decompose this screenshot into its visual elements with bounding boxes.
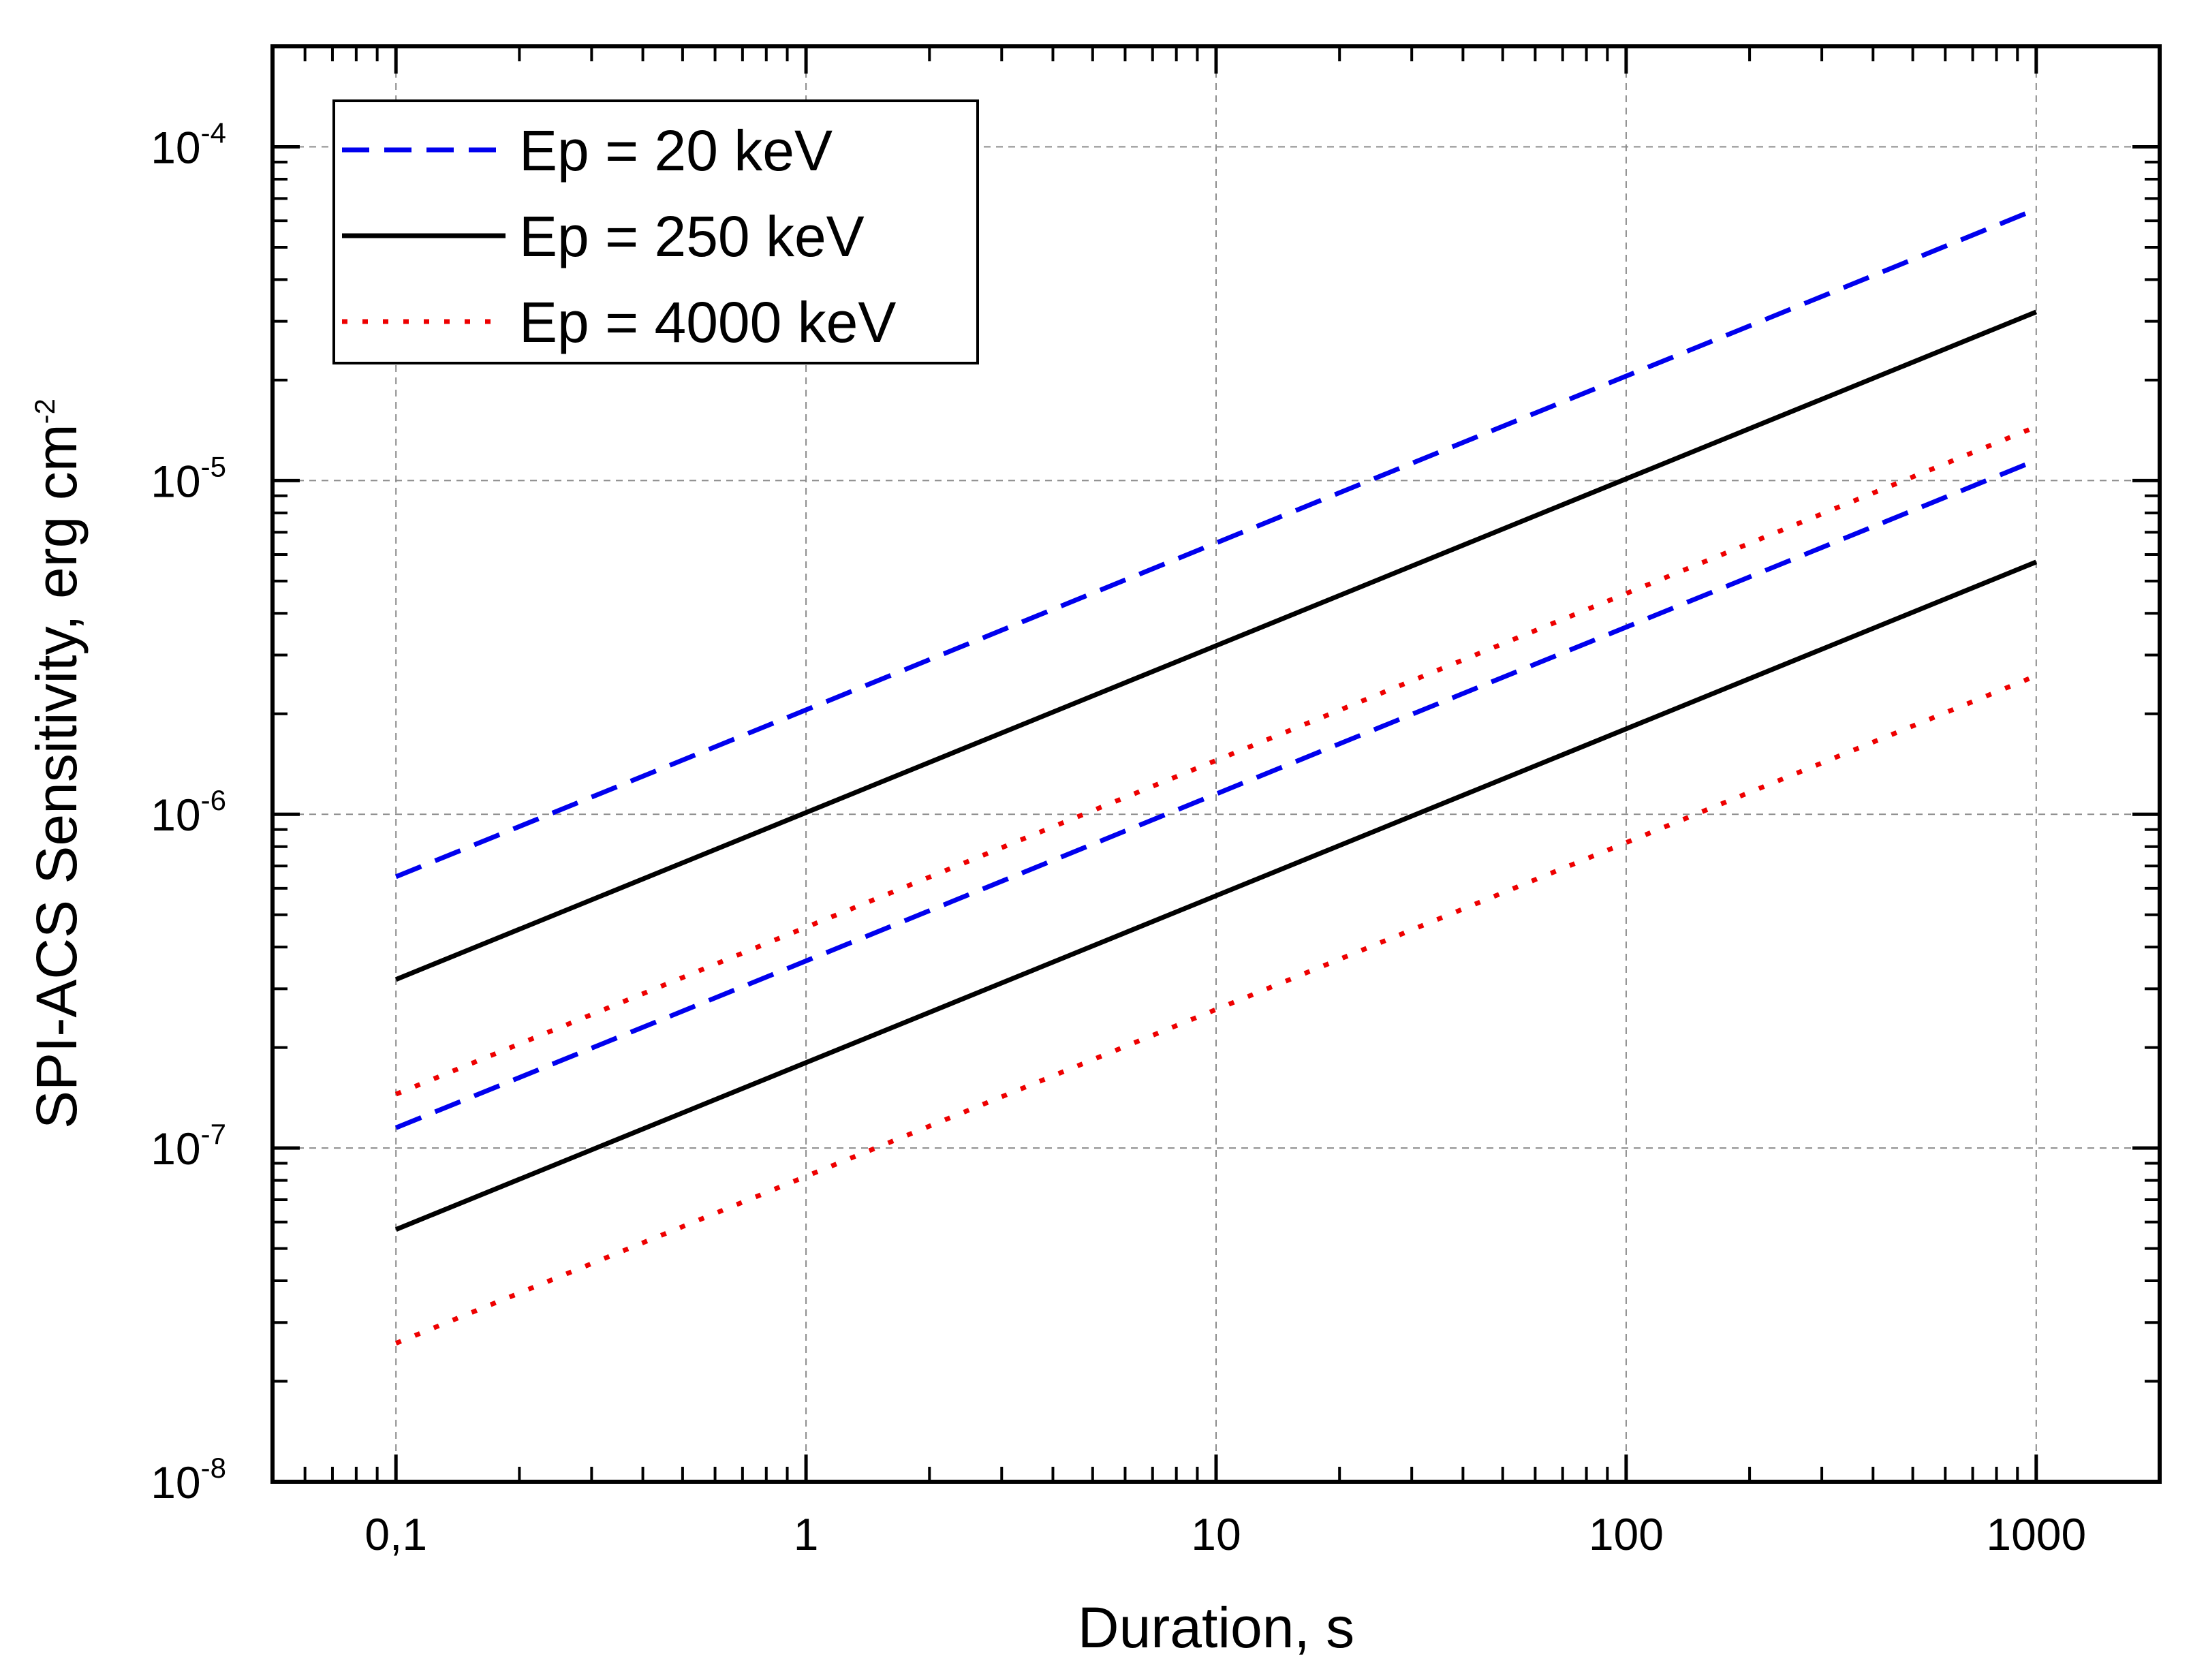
y-axis-label-text: SPI-ACS Sensitivity, erg cm <box>25 424 89 1129</box>
legend-box <box>332 99 979 364</box>
x-tick-label: 1000 <box>1986 1509 2086 1559</box>
y-tick-exponent: -6 <box>201 784 226 816</box>
x-tick-label: 0,1 <box>364 1509 427 1559</box>
y-tick-label: 10-6 <box>151 784 226 840</box>
y-tick-base: 10 <box>151 790 200 840</box>
y-tick-label: 10-8 <box>151 1452 226 1508</box>
series-lines <box>394 206 2038 1345</box>
y-tick-label: 10-4 <box>151 116 226 172</box>
y-axis-label-exponent: -2 <box>29 399 61 424</box>
legend: Ep = 20 keV Ep = 250 keV Ep = 4000 keV <box>332 99 979 364</box>
y-tick-base: 10 <box>151 122 200 172</box>
y-tick-base: 10 <box>151 1123 200 1174</box>
x-axis-tick-labels: 0,1 1 10 100 1000 <box>364 1509 2086 1559</box>
series-line <box>394 559 2038 1232</box>
series-line <box>394 309 2038 982</box>
y-axis-label: SPI-ACS Sensitivity, erg cm-2 <box>25 399 89 1129</box>
x-tick-label: 100 <box>1589 1509 1664 1559</box>
series-line <box>394 424 2038 1097</box>
y-axis-tick-labels: 10-810-710-610-510-4 <box>151 116 226 1508</box>
legend-label: Ep = 4000 keV <box>519 290 896 354</box>
x-axis-label: Duration, s <box>1078 1596 1354 1660</box>
x-tick-label: 1 <box>794 1509 819 1559</box>
y-tick-exponent: -8 <box>201 1452 226 1484</box>
y-tick-label: 10-7 <box>151 1118 226 1174</box>
x-tick-label: 10 <box>1191 1509 1241 1559</box>
y-tick-exponent: -7 <box>201 1118 226 1150</box>
y-tick-exponent: -4 <box>201 116 226 149</box>
legend-label: Ep = 250 keV <box>519 204 865 268</box>
legend-label: Ep = 20 keV <box>519 119 833 183</box>
y-tick-base: 10 <box>151 1457 200 1508</box>
series-line <box>394 673 2038 1345</box>
y-tick-exponent: -5 <box>201 450 226 482</box>
y-tick-base: 10 <box>151 456 200 506</box>
axis-ticks <box>273 46 2160 1484</box>
y-tick-label: 10-5 <box>151 450 226 506</box>
